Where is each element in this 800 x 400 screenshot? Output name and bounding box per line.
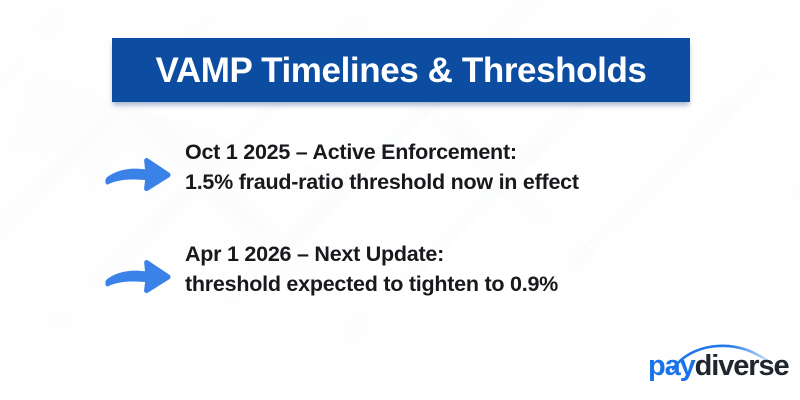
curved-right-arrow-icon — [104, 144, 178, 200]
timeline-item: Oct 1 2025 – Active Enforcement: 1.5% fr… — [104, 138, 579, 200]
curved-right-arrow-icon — [104, 246, 178, 302]
timeline-item-detail: 1.5% fraud-ratio threshold now in effect — [185, 170, 579, 194]
logo-wordmark-pay: pay — [648, 350, 696, 382]
header-banner: VAMP Timelines & Thresholds — [112, 38, 690, 102]
timeline-item-detail: threshold expected to tighten to 0.9% — [185, 272, 559, 296]
timeline-item-text: Oct 1 2025 – Active Enforcement: 1.5% fr… — [185, 138, 579, 197]
paydiverse-logo: paydiverse — [646, 338, 790, 384]
timeline-item-text: Apr 1 2026 – Next Update: threshold expe… — [185, 240, 558, 299]
timeline-item: Apr 1 2026 – Next Update: threshold expe… — [104, 240, 558, 302]
logo-wordmark: paydiverse — [648, 350, 790, 382]
page-title: VAMP Timelines & Thresholds — [155, 50, 647, 90]
logo-wordmark-diverse: diverse — [694, 350, 790, 382]
swoosh-arc-icon — [671, 344, 778, 371]
timeline-item-headline: Apr 1 2026 – Next Update: — [185, 242, 445, 266]
timeline-item-headline: Oct 1 2025 – Active Enforcement: — [185, 140, 517, 164]
